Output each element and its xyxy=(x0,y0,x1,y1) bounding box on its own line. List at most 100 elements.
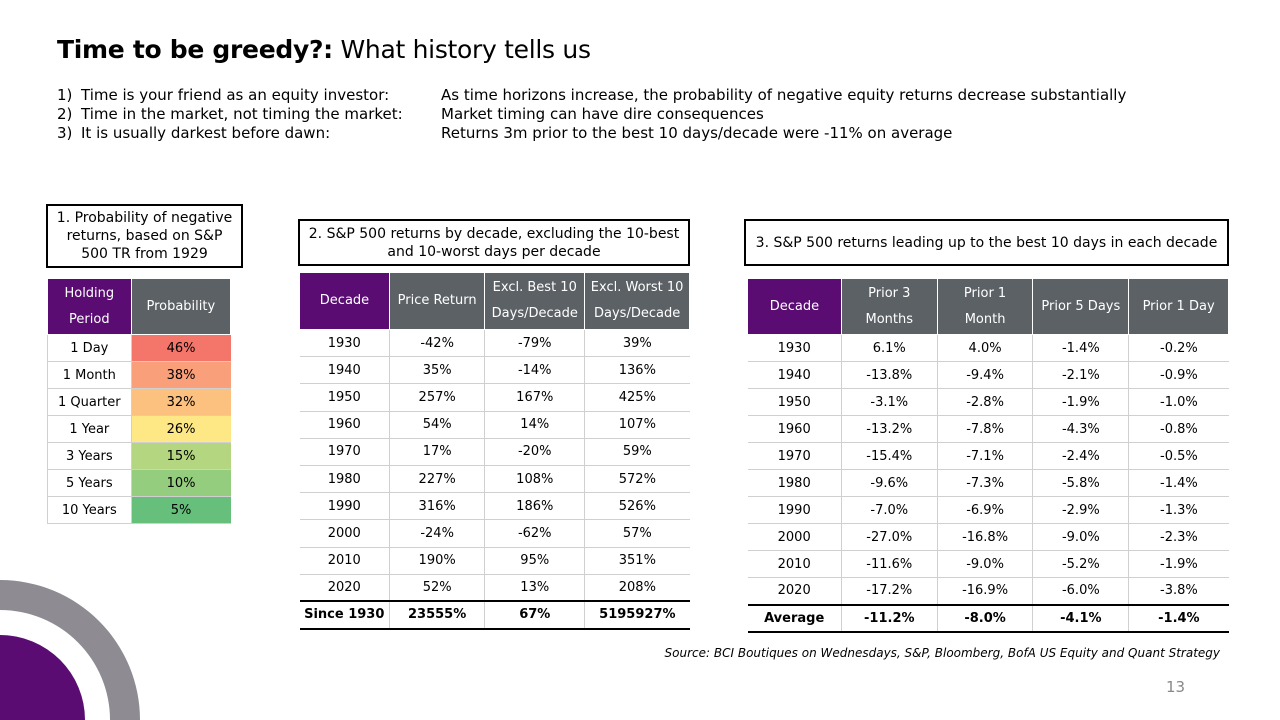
total-row: Average -11.2% -8.0% -4.1% -1.4% xyxy=(747,603,1229,633)
table3-caption: 3. S&P 500 returns leading up to the bes… xyxy=(744,219,1229,266)
decade-returns-table-body: 1930 -42% -79% 39% 1940 35% -14% 136% 1950 257% 16… xyxy=(299,329,690,630)
total-prior-1-day-cell: -1.4% xyxy=(1128,603,1229,633)
table-row: 1930 6.1% 4.0% -1.4% -0.2% xyxy=(747,334,1229,362)
excl-worst-cell: 351% xyxy=(584,547,690,575)
decade-cell: 2020 xyxy=(299,574,390,602)
prior-1-month-cell: -9.0% xyxy=(937,550,1034,578)
excl-best-cell: -14% xyxy=(484,356,586,385)
price-return-cell: -24% xyxy=(389,519,486,548)
table-row: 1940 35% -14% 136% xyxy=(299,356,690,385)
table-row: 2010 -11.6% -9.0% -5.2% -1.9% xyxy=(747,550,1229,578)
deco-gray-ring xyxy=(0,580,140,720)
decade-cell: 1960 xyxy=(747,415,842,443)
table-row: 5 Years 10% xyxy=(47,469,231,497)
prior-1-month-cell: -9.4% xyxy=(937,361,1034,389)
probability-cell: 26% xyxy=(131,415,231,443)
decade-cell: 1950 xyxy=(747,388,842,416)
excl-best-cell: 186% xyxy=(484,492,586,521)
excl-best-cell: 95% xyxy=(484,547,586,575)
decade-cell: 1980 xyxy=(299,465,390,494)
probability-cell: 10% xyxy=(131,469,231,497)
prior-3-months-cell: -3.1% xyxy=(841,388,938,416)
probability-cell: 38% xyxy=(131,361,231,389)
excl-worst-cell: 39% xyxy=(584,329,690,358)
prior-3-months-cell: -15.4% xyxy=(841,442,938,470)
prior-1-day-cell: -1.9% xyxy=(1128,550,1229,578)
excl-best-cell: -62% xyxy=(484,519,586,548)
point-number: 3) xyxy=(57,124,73,142)
title-bold: Time to be greedy?: xyxy=(57,35,333,64)
total-excl-best-cell: 67% xyxy=(484,600,586,630)
table-row: 1 Year 26% xyxy=(47,415,231,443)
prior-5-days-cell: -9.0% xyxy=(1032,523,1130,551)
excl-worst-cell: 57% xyxy=(584,519,690,548)
prior-5-days-cell: -1.9% xyxy=(1032,388,1130,416)
excl-worst-cell: 425% xyxy=(584,383,690,412)
prior-1-day-cell: -1.4% xyxy=(1128,469,1229,497)
prior-1-day-cell: -2.3% xyxy=(1128,523,1229,551)
table-row: 2000 -27.0% -16.8% -9.0% -2.3% xyxy=(747,523,1229,551)
header-excl-worst: Excl. Worst 10 Days/Decade xyxy=(584,272,690,330)
total-decade-cell: Since 1930 xyxy=(299,600,390,630)
table-row: 1990 316% 186% 526% xyxy=(299,492,690,521)
excl-worst-cell: 572% xyxy=(584,465,690,494)
decorative-corner-graphic xyxy=(0,580,140,720)
decade-cell: 1970 xyxy=(299,438,390,466)
prior-5-days-cell: -2.4% xyxy=(1032,442,1130,470)
prior-5-days-cell: -2.1% xyxy=(1032,361,1130,389)
holding-period-cell: 3 Years xyxy=(47,442,132,470)
table-row: 1 Month 38% xyxy=(47,361,231,389)
prior-3-months-cell: -11.6% xyxy=(841,550,938,578)
header-holding-period: Holding Period xyxy=(47,278,132,335)
table2-caption: 2. S&P 500 returns by decade, excluding … xyxy=(298,219,690,266)
key-point: 1) Time is your friend as an equity inve… xyxy=(57,86,1126,105)
total-row: Since 1930 23555% 67% 5195927% xyxy=(299,600,690,630)
decade-cell: 1990 xyxy=(299,492,390,521)
total-prior-3-months-cell: -11.2% xyxy=(841,603,938,633)
excl-best-cell: 13% xyxy=(484,574,586,602)
table-row: 1 Day 46% xyxy=(47,334,231,362)
total-price-return-cell: 23555% xyxy=(389,600,486,630)
probability-table-body: 1 Day 46% 1 Month 38% 1 Quarter 32% 1 Year 26% 3… xyxy=(47,334,231,524)
page-number: 13 xyxy=(1166,678,1186,696)
point-label: It is usually darkest before dawn: xyxy=(81,124,331,142)
prior-5-days-cell: -2.9% xyxy=(1032,496,1130,524)
table1-caption: 1. Probability of negative returns, base… xyxy=(46,204,243,268)
key-points: 1) Time is your friend as an equity inve… xyxy=(57,86,1126,143)
prior-1-month-cell: -6.9% xyxy=(937,496,1034,524)
decade-cell: 1940 xyxy=(747,361,842,389)
table-row: 1 Quarter 32% xyxy=(47,388,231,416)
source-note: Source: BCI Boutiques on Wednesdays, S&P… xyxy=(664,646,1220,660)
price-return-cell: 35% xyxy=(389,356,486,385)
price-return-cell: -42% xyxy=(389,329,486,358)
decade-cell: 1930 xyxy=(299,329,390,358)
table-row: 1940 -13.8% -9.4% -2.1% -0.9% xyxy=(747,361,1229,389)
table-row: 1990 -7.0% -6.9% -2.9% -1.3% xyxy=(747,496,1229,524)
table-row: 1980 227% 108% 572% xyxy=(299,465,690,494)
prior-5-days-cell: -5.2% xyxy=(1032,550,1130,578)
table-row: 1930 -42% -79% 39% xyxy=(299,329,690,358)
prior-1-month-cell: 4.0% xyxy=(937,334,1034,362)
prior-5-days-cell: -5.8% xyxy=(1032,469,1130,497)
price-return-cell: 227% xyxy=(389,465,486,494)
prior-1-day-cell: -0.8% xyxy=(1128,415,1229,443)
decade-cell: 1940 xyxy=(299,356,390,385)
probability-cell: 15% xyxy=(131,442,231,470)
excl-best-cell: -20% xyxy=(484,438,586,466)
decade-cell: 2000 xyxy=(299,519,390,548)
prior-3-months-cell: -7.0% xyxy=(841,496,938,524)
prior-1-day-cell: -0.5% xyxy=(1128,442,1229,470)
total-decade-cell: Average xyxy=(747,603,842,633)
excl-best-cell: 167% xyxy=(484,383,586,412)
price-return-cell: 257% xyxy=(389,383,486,412)
prior-5-days-cell: -4.3% xyxy=(1032,415,1130,443)
holding-period-cell: 1 Month xyxy=(47,361,132,389)
header-excl-best: Excl. Best 10 Days/Decade xyxy=(484,272,586,330)
decade-returns-table: Decade Price Return Excl. Best 10 Days/D… xyxy=(299,272,690,630)
table-row: 2010 190% 95% 351% xyxy=(299,547,690,575)
point-label: Time in the market, not timing the marke… xyxy=(81,105,403,123)
prior-3-months-cell: -13.8% xyxy=(841,361,938,389)
decade-cell: 2010 xyxy=(747,550,842,578)
probability-cell: 32% xyxy=(131,388,231,416)
prior-1-month-cell: -7.1% xyxy=(937,442,1034,470)
